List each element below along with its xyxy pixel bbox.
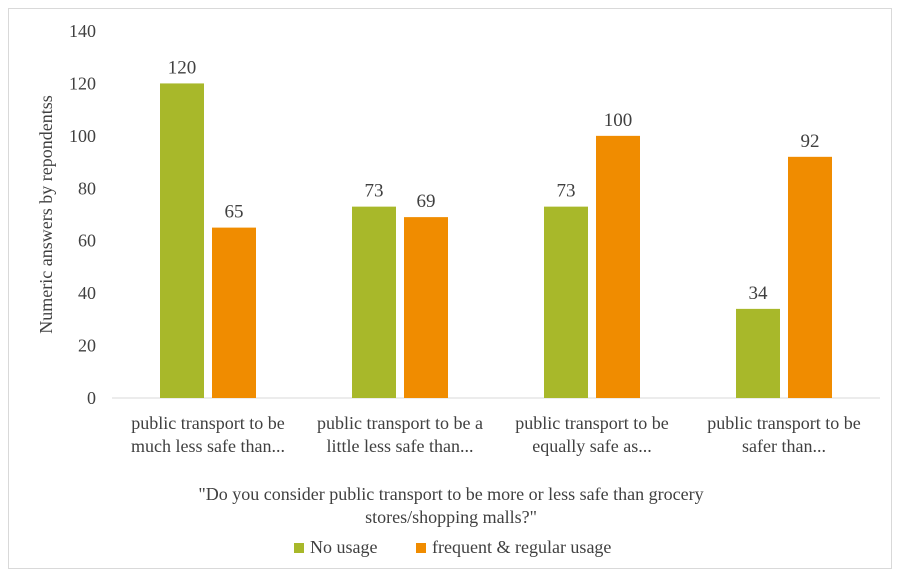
data-label: 69 [417,191,436,212]
bar [544,206,588,398]
data-label: 34 [749,283,769,304]
y-tick-label: 140 [69,21,96,41]
y-tick-label: 60 [78,231,96,251]
bar [404,217,448,398]
data-label: 73 [557,181,576,202]
x-axis-title: stores/shopping malls?" [365,507,537,527]
x-tick-label: equally safe as... [532,436,651,456]
y-axis-title: Numeric answers by repondentss [36,95,56,333]
legend-label: frequent & regular usage [432,537,611,557]
bar [352,206,396,398]
data-label: 92 [801,131,820,152]
data-label: 120 [168,57,197,78]
data-label: 65 [225,202,244,223]
y-tick-label: 0 [87,388,96,408]
x-tick-label: public transport to be [515,413,668,433]
y-tick-label: 80 [78,178,96,198]
legend-swatch [416,543,426,553]
legend-label: No usage [310,537,377,557]
x-tick-label: safer than... [742,436,826,456]
bar [160,83,204,398]
legend-swatch [294,543,304,553]
data-label: 73 [365,181,384,202]
x-axis-title: "Do you consider public transport to be … [198,484,703,504]
bar [596,135,640,398]
y-tick-label: 20 [78,336,96,356]
x-tick-label: much less safe than... [131,436,285,456]
y-tick-label: 120 [69,73,96,93]
x-tick-label: public transport to be a [317,413,483,433]
x-tick-label: little less safe than... [327,436,474,456]
data-label: 100 [604,110,633,131]
bar [212,227,256,398]
x-tick-label: public transport to be [131,413,284,433]
y-tick-label: 40 [78,283,96,303]
bar [736,308,780,398]
chart-frame [8,8,892,569]
bar [788,156,832,398]
x-tick-label: public transport to be [707,413,860,433]
y-tick-label: 100 [69,126,96,146]
